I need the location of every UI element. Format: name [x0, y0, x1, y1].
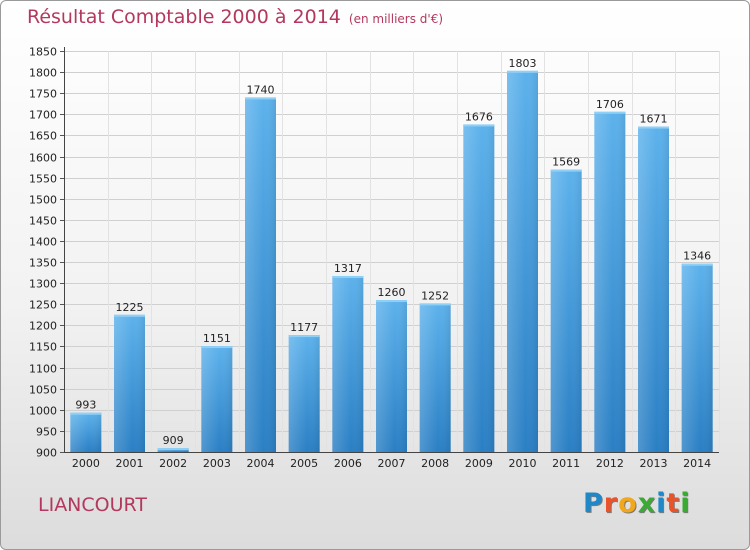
bar-shade — [594, 111, 626, 453]
x-tick-label: 2007 — [378, 457, 406, 470]
y-tick-label: 1750 — [29, 88, 57, 101]
bar-shade — [288, 335, 320, 452]
chart-title-text: Résultat Comptable 2000 à 2014 — [27, 6, 341, 28]
data-label: 1676 — [465, 110, 493, 123]
bar-top-highlight — [594, 111, 626, 114]
bar-top-highlight — [419, 303, 451, 306]
x-tick-label: 2006 — [334, 457, 362, 470]
bar-shade — [550, 169, 582, 452]
bar-shade — [419, 303, 451, 452]
bar-shade — [681, 263, 713, 452]
y-tick-label: 1700 — [29, 109, 57, 122]
y-tick-label: 1300 — [29, 278, 57, 291]
y-tick-label: 1050 — [29, 384, 57, 397]
logo-letter: i — [680, 488, 691, 519]
data-label: 1569 — [552, 156, 580, 169]
y-tick-label: 1650 — [29, 130, 57, 143]
data-label: 909 — [163, 434, 184, 447]
bar-shade — [463, 124, 495, 452]
data-label: 1151 — [203, 332, 231, 345]
x-tick-label: 2002 — [159, 457, 187, 470]
logo-letter: i — [656, 488, 667, 519]
bar-shade — [114, 314, 145, 452]
x-tick-label: 2003 — [203, 457, 231, 470]
y-tick-label: 1400 — [29, 236, 57, 249]
x-tick-label: 2008 — [421, 457, 449, 470]
y-tick-label: 1850 — [29, 46, 57, 59]
data-label: 1671 — [640, 113, 668, 126]
y-tick-label: 1600 — [29, 152, 57, 165]
logo-letter: x — [637, 488, 657, 519]
logo-letter: P — [583, 488, 604, 519]
bar-shade — [332, 275, 364, 452]
bar-shade — [376, 300, 407, 452]
x-tick-label: 2009 — [465, 457, 493, 470]
x-tick-label: 2004 — [247, 457, 275, 470]
proxiti-logo: Proxiti — [583, 488, 691, 519]
logo-letter: r — [603, 488, 619, 519]
bar-top-highlight — [288, 335, 320, 338]
bar-shade — [638, 126, 669, 453]
data-label: 1346 — [683, 250, 711, 263]
x-tick-label: 2012 — [596, 457, 624, 470]
data-label: 1740 — [247, 83, 275, 96]
bar-top-highlight — [507, 70, 538, 73]
y-tick-label: 950 — [36, 426, 57, 439]
chart-unit: (en milliers d'€) — [348, 12, 444, 26]
bar-top-highlight — [332, 275, 364, 278]
y-tick-label: 1000 — [29, 405, 57, 418]
y-tick-label: 1350 — [29, 257, 57, 270]
commune-name: LIANCOURT — [38, 494, 147, 516]
data-label: 1803 — [509, 57, 537, 70]
chart-title: Résultat Comptable 2000 à 2014 (en millie… — [27, 6, 443, 28]
data-label: 1260 — [378, 286, 406, 299]
y-tick-label: 1150 — [29, 341, 57, 354]
bar-shade — [201, 346, 233, 452]
y-tick-label: 900 — [36, 447, 57, 460]
bar-top-highlight — [638, 126, 669, 129]
y-tick-label: 1500 — [29, 194, 57, 207]
bar-top-highlight — [376, 300, 407, 303]
bar-top-highlight — [201, 346, 233, 349]
x-tick-label: 2000 — [72, 457, 100, 470]
x-tick-label: 2001 — [116, 457, 144, 470]
logo-letter: t — [666, 488, 681, 519]
logo-letter: o — [618, 488, 638, 519]
bar-top-highlight — [70, 412, 102, 415]
x-tick-label: 2011 — [552, 457, 580, 470]
bar-top-highlight — [550, 169, 582, 172]
data-label: 1706 — [596, 98, 624, 111]
data-label: 993 — [75, 399, 96, 412]
y-tick-label: 1550 — [29, 173, 57, 186]
bar-top-highlight — [463, 124, 495, 127]
bar-shade — [245, 97, 276, 452]
x-tick-label: 2013 — [640, 457, 668, 470]
bar-shade — [70, 412, 102, 452]
y-tick-label: 1800 — [29, 67, 57, 80]
data-label: 1225 — [116, 301, 144, 314]
x-tick-label: 2014 — [683, 457, 711, 470]
data-label: 1177 — [290, 321, 318, 334]
bar-top-highlight — [157, 448, 189, 451]
bar-top-highlight — [245, 97, 276, 100]
x-tick-label: 2010 — [509, 457, 537, 470]
data-label: 1252 — [421, 289, 449, 302]
y-tick-label: 1250 — [29, 299, 57, 312]
x-tick-label: 2005 — [290, 457, 318, 470]
bar-top-highlight — [681, 263, 713, 266]
y-tick-label: 1200 — [29, 320, 57, 333]
bar-top-highlight — [114, 314, 145, 317]
y-tick-label: 1450 — [29, 215, 57, 228]
bar-shade — [507, 70, 538, 452]
y-tick-label: 1100 — [29, 363, 57, 376]
data-label: 1317 — [334, 262, 362, 275]
